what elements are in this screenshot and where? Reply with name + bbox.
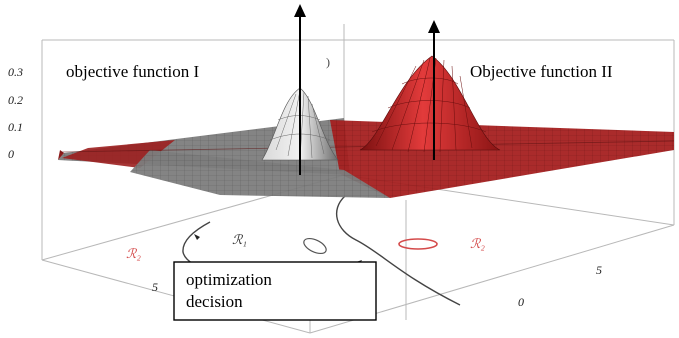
right-axis-tick-0: 0 xyxy=(518,295,524,309)
decision-label-line-1: optimization xyxy=(186,270,272,289)
region-r2-left: ℛ₂ xyxy=(126,246,141,261)
surface-plane xyxy=(58,118,675,198)
red-peak xyxy=(359,55,501,153)
arrow-objective-2 xyxy=(428,20,440,160)
z-tick-0: 0 xyxy=(8,147,14,161)
z-tick-0-3: 0.3 xyxy=(8,65,23,79)
optimization-decision-box: optimization decision xyxy=(173,261,377,321)
region-r1: ℛ₁ xyxy=(232,232,247,247)
label-objective-function-1: objective function I xyxy=(66,62,199,81)
decision-label-line-2: decision xyxy=(186,292,243,311)
left-axis-tick-5: 5 xyxy=(152,280,158,294)
right-axis-tick-5: 5 xyxy=(596,263,602,277)
arrow-objective-1 xyxy=(294,4,306,175)
label-objective-function-2: Objective function II xyxy=(470,62,613,81)
region-r2-right: ℛ₂ xyxy=(470,236,485,251)
back-mark: ) xyxy=(326,55,330,69)
z-tick-0-1: 0.1 xyxy=(8,120,23,134)
z-tick-0-2: 0.2 xyxy=(8,93,23,107)
